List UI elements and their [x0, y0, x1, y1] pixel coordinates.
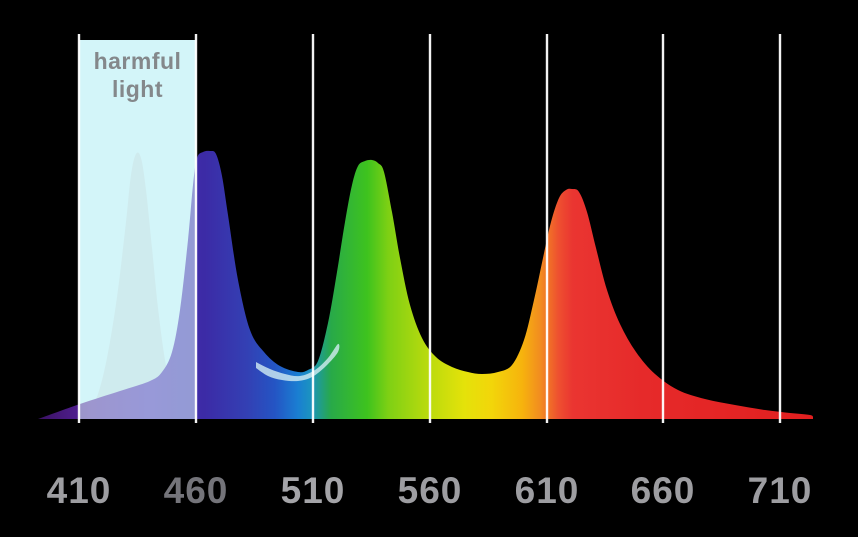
- x-tick-label-710: 710: [747, 470, 813, 511]
- x-tick-label-660: 660: [630, 470, 696, 511]
- x-tick-label-560: 560: [397, 470, 463, 511]
- spectrum-curve: [38, 150, 813, 420]
- x-tick-label-410: 410: [46, 470, 112, 511]
- valley-highlight: [256, 343, 340, 382]
- x-tick-label-460: 460: [163, 470, 229, 511]
- harmful-light-label: harmful light: [93, 48, 182, 103]
- x-tick-label-510: 510: [280, 470, 346, 511]
- harmful-region-overlay: [79, 40, 196, 419]
- x-tick-label-610: 610: [514, 470, 580, 511]
